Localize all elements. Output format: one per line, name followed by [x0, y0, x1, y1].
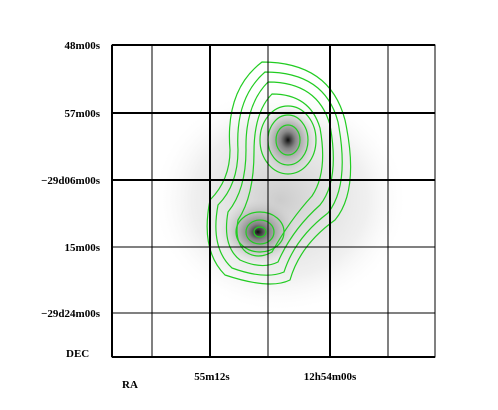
dec-label: 15m00s	[65, 242, 101, 254]
green-contours	[206, 61, 352, 285]
dec-axis-name: DEC	[66, 348, 89, 360]
dec-label: −29d06m00s	[41, 175, 101, 187]
dec-label: −29d24m00s	[41, 308, 101, 320]
ra-label: 12h54m00s	[304, 371, 357, 383]
gray-emission	[155, 90, 405, 310]
ra-label: 55m12s	[194, 371, 230, 383]
ra-axis-name: RA	[122, 379, 138, 391]
dec-label: 57m00s	[65, 108, 101, 120]
dec-label: 48m00s	[65, 40, 101, 52]
coordinate-grid	[111, 44, 436, 358]
